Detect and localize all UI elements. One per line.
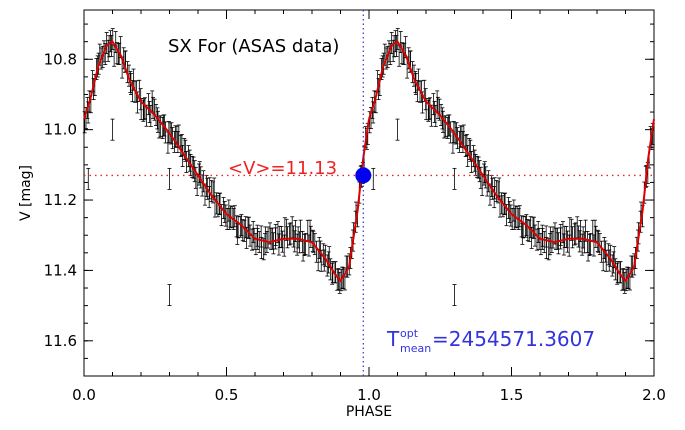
mean-annotation: <V>=11.13 bbox=[228, 158, 337, 179]
fit-curve-cycle-1 bbox=[83, 40, 370, 283]
y-tick-label: 11.6 bbox=[44, 332, 77, 350]
mean-magnitude-point bbox=[355, 167, 372, 184]
epoch-annotation: T opt mean =2454571.3607 bbox=[386, 327, 595, 355]
axis-ticks: 0.0 0.5 1.0 1.5 2.0 10.8 11.0 11.2 11.4 11.6 bbox=[44, 10, 666, 404]
fit-curves bbox=[83, 40, 655, 283]
epoch-subscript: mean bbox=[400, 342, 431, 355]
chart-title: SX For (ASAS data) bbox=[168, 36, 339, 57]
x-tick-label: 0.5 bbox=[215, 386, 239, 404]
epoch-value: =2454571.3607 bbox=[432, 327, 595, 351]
observations bbox=[82, 28, 655, 307]
x-tick-label: 1.5 bbox=[500, 386, 524, 404]
plot-frame bbox=[83, 9, 655, 377]
y-tick-label: 10.8 bbox=[44, 50, 77, 68]
x-axis-title: PHASE bbox=[346, 404, 392, 420]
x-tick-label: 2.0 bbox=[642, 386, 666, 404]
epoch-symbol: T bbox=[386, 327, 400, 351]
y-tick-label: 11.2 bbox=[44, 191, 77, 209]
epoch-superscript: opt bbox=[400, 327, 419, 340]
x-tick-label: 0.0 bbox=[72, 386, 96, 404]
y-axis-title: V [mag] bbox=[18, 165, 34, 221]
y-tick-label: 11.4 bbox=[44, 261, 77, 279]
x-tick-label: 1.0 bbox=[357, 386, 381, 404]
y-tick-label: 11.0 bbox=[44, 121, 77, 139]
fit-curve-cycle-2 bbox=[368, 40, 655, 283]
